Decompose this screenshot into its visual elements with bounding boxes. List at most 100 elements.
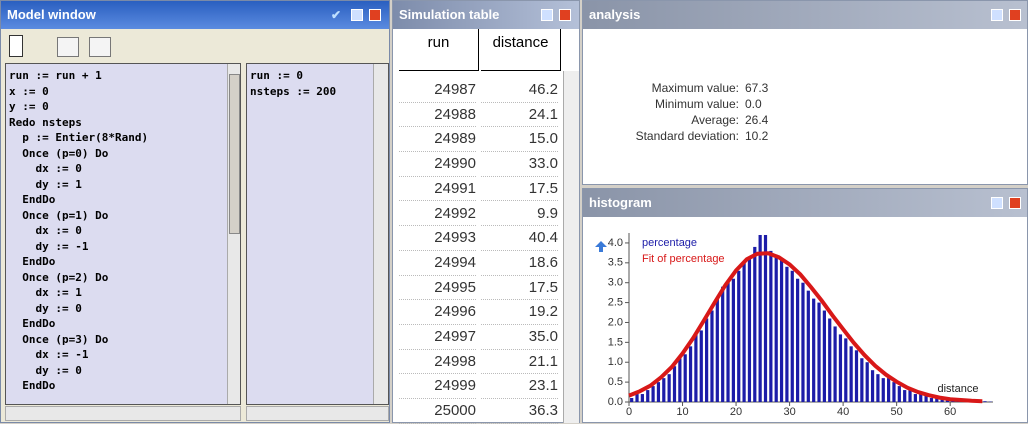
- close-button[interactable]: [1009, 9, 1021, 21]
- close-button[interactable]: [1009, 197, 1021, 209]
- arrow-icon[interactable]: [595, 241, 607, 252]
- bar: [689, 346, 692, 402]
- bar: [908, 390, 911, 402]
- table-cell: 19.2: [481, 300, 558, 325]
- window-title: Model window: [7, 7, 96, 22]
- maximize-button[interactable]: [991, 197, 1003, 209]
- table-cell: 24996: [399, 300, 476, 325]
- column-header: run: [399, 29, 479, 71]
- table-cell: 40.4: [481, 226, 558, 251]
- bar: [983, 401, 986, 402]
- bar: [812, 299, 815, 402]
- bar: [775, 255, 778, 402]
- window-title: Simulation table: [399, 7, 499, 22]
- bar: [678, 358, 681, 402]
- code-line: dx := 0: [9, 161, 240, 177]
- table-cell: 24994: [399, 251, 476, 276]
- bar: [876, 374, 879, 402]
- legend-entry: Fit of percentage: [642, 253, 725, 265]
- bar: [855, 350, 858, 402]
- table-cell: 9.9: [481, 202, 558, 227]
- bar: [833, 326, 836, 402]
- bar: [651, 386, 654, 402]
- bar: [898, 386, 901, 402]
- scrollbar[interactable]: [373, 64, 388, 404]
- bar: [748, 259, 751, 402]
- table-cell: 24998: [399, 350, 476, 375]
- table-cell: 24990: [399, 152, 476, 177]
- table-cell: 24991: [399, 177, 476, 202]
- tool-icon[interactable]: [57, 37, 79, 57]
- bar: [641, 394, 644, 402]
- bar: [769, 251, 772, 402]
- bar: [839, 334, 842, 402]
- window-title: histogram: [589, 195, 652, 210]
- code-line: dy := 1: [9, 177, 240, 193]
- code-line: nsteps := 200: [250, 84, 388, 100]
- bar: [844, 338, 847, 402]
- close-button[interactable]: [369, 9, 381, 21]
- code-line: dy := -1: [9, 239, 240, 255]
- bar: [668, 374, 671, 402]
- stat-label: Minimum value:: [583, 97, 739, 111]
- table-cell: 33.0: [481, 152, 558, 177]
- table-cell: 24997: [399, 325, 476, 350]
- legend-entry: percentage: [642, 237, 697, 249]
- bar: [866, 362, 869, 402]
- table-cell: 18.6: [481, 251, 558, 276]
- stat-label: Maximum value:: [583, 81, 739, 95]
- scrollbar[interactable]: [227, 64, 240, 404]
- code-line: Once (p=0) Do: [9, 146, 240, 162]
- table-cell: 24993: [399, 226, 476, 251]
- bar: [742, 263, 745, 402]
- fit-line: [629, 253, 982, 401]
- bar: [710, 311, 713, 402]
- code-line: dx := -1: [9, 347, 240, 363]
- bar: [657, 382, 660, 402]
- bar: [796, 279, 799, 402]
- bar: [684, 354, 687, 402]
- bar: [726, 283, 729, 402]
- maximize-button[interactable]: [351, 9, 363, 21]
- stat-value: 0.0: [745, 97, 762, 111]
- stat-value: 26.4: [745, 113, 768, 127]
- bar: [764, 235, 767, 402]
- close-button[interactable]: [559, 9, 571, 21]
- table-cell: 24987: [399, 78, 476, 103]
- maximize-button[interactable]: [541, 9, 553, 21]
- collapse-button[interactable]: ✔: [331, 9, 343, 21]
- bar: [892, 382, 895, 402]
- title-bar: Simulation table: [393, 1, 579, 29]
- code-line: x := 0: [9, 84, 240, 100]
- bar: [801, 283, 804, 402]
- y-tick-label: 3.0: [608, 277, 623, 289]
- code-line: Redo nsteps: [9, 115, 240, 131]
- table-cell: 24992: [399, 202, 476, 227]
- code-line: EndDo: [9, 316, 240, 332]
- h-scrollbar[interactable]: [5, 406, 241, 421]
- bar: [871, 370, 874, 402]
- table-cell: 21.1: [481, 350, 558, 375]
- bar: [732, 279, 735, 402]
- y-tick-label: 1.5: [608, 336, 623, 348]
- scrollbar[interactable]: [563, 71, 579, 423]
- bar: [828, 318, 831, 402]
- scroll-thumb[interactable]: [229, 74, 240, 234]
- table-cell: 24989: [399, 127, 476, 152]
- bar: [807, 291, 810, 402]
- h-scrollbar[interactable]: [246, 406, 389, 421]
- code-line: run := run + 1: [9, 68, 240, 84]
- x-tick-label: 40: [837, 406, 849, 418]
- code-line: dx := 0: [9, 223, 240, 239]
- tool-icon[interactable]: [9, 35, 23, 57]
- table-cell: 36.3: [481, 399, 558, 424]
- stat-label: Standard deviation:: [583, 129, 739, 143]
- y-tick-label: 0.0: [608, 396, 623, 408]
- maximize-button[interactable]: [991, 9, 1003, 21]
- tool-icon[interactable]: [89, 37, 111, 57]
